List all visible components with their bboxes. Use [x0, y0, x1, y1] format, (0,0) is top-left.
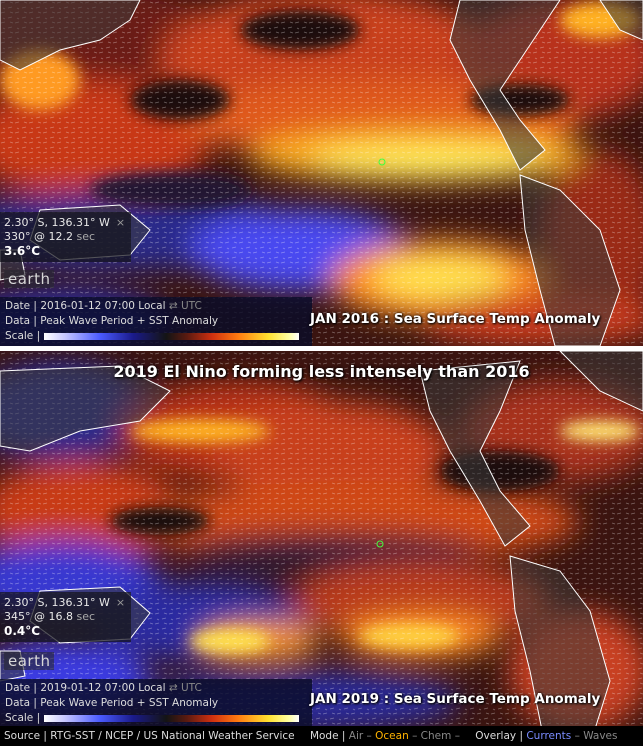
map-panel-2016: 2.30° S, 136.31° W × 330° @ 12.2 sec 3.6°…: [0, 0, 643, 346]
scale-label: Scale |: [5, 712, 41, 724]
color-scale-bar[interactable]: [44, 333, 300, 340]
utc-toggle[interactable]: ⇄ UTC: [168, 300, 202, 312]
date-value: 2016-01-12 07:00 Local: [40, 300, 166, 312]
wave-unit: sec: [76, 610, 96, 623]
wave-reading: 330° @ 12.2: [4, 230, 73, 243]
sst-anomaly-map-2016[interactable]: [0, 0, 643, 346]
mode-ocean-link[interactable]: Ocean: [375, 730, 409, 742]
footer-bar: Source | RTG-SST / NCEP / US National We…: [0, 726, 643, 746]
comparison-headline: 2019 El Nino forming less intensely than…: [113, 362, 530, 381]
overlay-label: Overlay |: [475, 730, 523, 742]
info-panel: Date | 2019-01-12 07:00 Local ⇄ UTC Data…: [0, 679, 312, 728]
panel-divider: [0, 346, 643, 351]
sst-anomaly-value: 3.6°C: [4, 244, 41, 258]
data-value: Peak Wave Period + SST Anomaly: [40, 315, 219, 327]
data-value: Peak Wave Period + SST Anomaly: [40, 697, 219, 709]
point-readout: 2.30° S, 136.31° W × 330° @ 12.2 sec 3.6°…: [0, 212, 132, 262]
earth-menu-button[interactable]: earth: [4, 270, 55, 288]
location-marker-icon: [378, 158, 386, 166]
source-attribution: Source | RTG-SST / NCEP / US National We…: [4, 730, 295, 742]
close-icon[interactable]: ×: [115, 596, 126, 609]
date-label: Date |: [5, 682, 37, 694]
separator: –: [366, 730, 372, 742]
panel-caption: JAN 2019 : Sea Surface Temp Anomaly: [310, 691, 601, 707]
scale-label: Scale |: [5, 330, 41, 342]
overlay-currents-link[interactable]: Currents: [526, 730, 572, 742]
panel-caption: JAN 2016 : Sea Surface Temp Anomaly: [310, 311, 601, 327]
date-label: Date |: [5, 300, 37, 312]
location-marker-icon: [376, 540, 384, 548]
mode-label: Mode |: [309, 730, 346, 742]
sst-anomaly-value: 0.4°C: [4, 624, 41, 638]
close-icon[interactable]: ×: [115, 216, 126, 229]
info-panel: Date | 2016-01-12 07:00 Local ⇄ UTC Data…: [0, 297, 312, 346]
coordinates: 2.30° S, 136.31° W: [4, 216, 110, 229]
point-readout: 2.30° S, 136.31° W × 345° @ 16.8 sec 0.4°…: [0, 592, 132, 642]
coordinates: 2.30° S, 136.31° W: [4, 596, 110, 609]
data-label: Data |: [5, 697, 37, 709]
mode-air-link[interactable]: Air: [348, 730, 364, 742]
sst-anomaly-map-2019[interactable]: [0, 351, 643, 745]
utc-toggle[interactable]: ⇄ UTC: [168, 682, 202, 694]
separator: –: [454, 730, 460, 742]
mode-chem-link[interactable]: Chem: [420, 730, 452, 742]
color-scale-bar[interactable]: [44, 715, 300, 722]
separator: –: [574, 730, 580, 742]
wave-unit: sec: [76, 230, 96, 243]
date-value: 2019-01-12 07:00 Local: [40, 682, 166, 694]
overlay-waves-link[interactable]: Waves: [583, 730, 618, 742]
earth-menu-button[interactable]: earth: [4, 652, 55, 670]
wave-reading: 345° @ 16.8: [4, 610, 73, 623]
separator: –: [412, 730, 418, 742]
data-label: Data |: [5, 315, 37, 327]
map-panel-2019: 2019 El Nino forming less intensely than…: [0, 351, 643, 745]
